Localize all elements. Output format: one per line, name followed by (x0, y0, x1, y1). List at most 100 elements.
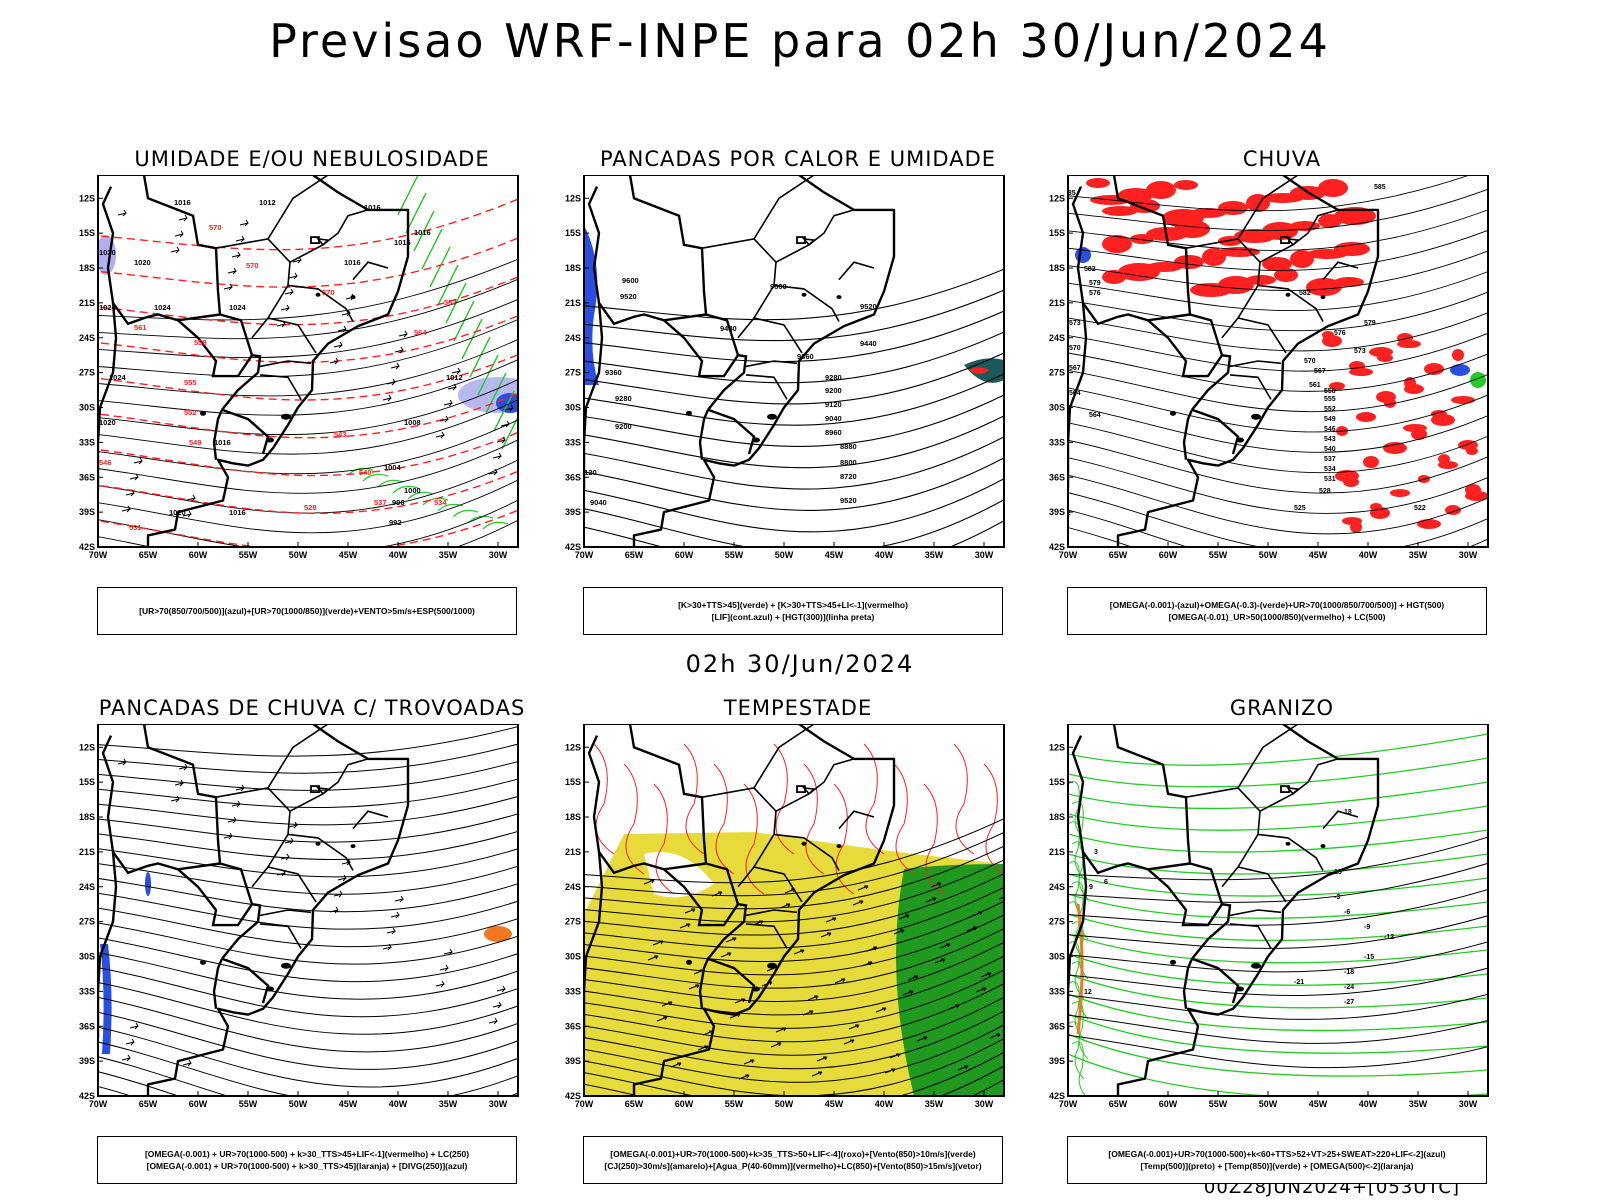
water-contour (833, 783, 855, 895)
wind-arrow (125, 1038, 135, 1046)
lat-tick-label: 39S (79, 507, 95, 517)
rain-area (1384, 398, 1396, 408)
lon-tick-label: 35W (925, 550, 944, 560)
water-contour (863, 743, 885, 855)
wind-arrow (398, 330, 408, 338)
contour-label: 1004 (384, 463, 402, 472)
water-contour (893, 763, 915, 875)
wind-arrow (174, 779, 184, 787)
country-border (698, 409, 710, 460)
wind-arrow (496, 436, 506, 444)
contour-label: 564 (414, 328, 427, 337)
federal-district (1280, 785, 1290, 793)
rain-area (1130, 234, 1154, 244)
lat-tick-label: 30S (79, 403, 95, 413)
isobar (98, 479, 518, 534)
water-contour (923, 783, 945, 895)
wind-arrow (117, 758, 127, 766)
wind-vector (916, 1036, 928, 1042)
map-granizo[interactable]: -3 -6 -9 -12 -15 -18 -21 -24 -27 3 6 9 12 15 18 12S 15S 1… (1044, 724, 1520, 1134)
contour-label: 567 (444, 298, 457, 307)
state-border (267, 866, 317, 903)
country-border (142, 175, 254, 356)
lat-tick-label: 36S (565, 1021, 581, 1031)
country-border (1076, 267, 1191, 326)
lagoon (752, 437, 760, 443)
lon-tick-label: 35W (439, 550, 458, 560)
rh-contour (421, 228, 443, 270)
wind-arrow (223, 832, 233, 840)
contour-label: 534 (1324, 466, 1336, 473)
wind-vector (825, 917, 837, 923)
wind-vector (770, 1042, 782, 1048)
country-border (1147, 319, 1223, 378)
panel-legend: [OMEGA(-0.001)+UR>70(1000-500)+k>35_TTS>… (583, 1136, 1003, 1184)
temp850-contour (1068, 757, 1488, 788)
lat-tick-label: 21S (565, 298, 581, 308)
rain-area (1356, 412, 1376, 422)
state-border (352, 810, 389, 830)
state-border (1185, 175, 1299, 249)
streamline (584, 996, 1004, 1056)
state-border (1322, 261, 1359, 281)
state-border (802, 786, 816, 795)
lat-tick-label: 33S (79, 437, 95, 447)
contour-label: 570 (322, 288, 335, 297)
rain-area (1350, 521, 1362, 533)
wind-vector (793, 949, 805, 955)
rh-contour (501, 415, 518, 450)
wind-arrow (439, 964, 449, 972)
map-pancadas-calor[interactable]: 9600 9520 9600 9520 9440 9360 9280 9200 9120 9040… (560, 175, 1036, 585)
page-title: Previsao WRF-INPE para 02h 30/Jun/2024 (269, 14, 1331, 68)
legend-line: [OMEGA(-0.001) + UR>70(1000-500) + k>30_… (146, 1161, 468, 1171)
lon-tick-label: 70W (89, 550, 108, 560)
panel-tempestade: TEMPESTADE 12S 15S 18S 21S 24S 27S 30S 33S 36S 39… (560, 696, 1036, 1186)
contour-label: 549 (1324, 416, 1336, 423)
contour-label: 531 (1324, 476, 1336, 483)
contour-label: 561 (1054, 460, 1066, 467)
wind-vector (980, 972, 992, 978)
country-border (101, 186, 115, 269)
streamline (1068, 370, 1488, 413)
contour-label: 9040 (590, 498, 607, 507)
state-border (1221, 787, 1261, 888)
map-layers: 5855825795765735705675645615585555525495… (1054, 175, 1488, 547)
rain-area (1438, 461, 1458, 469)
contour-label: 8720 (840, 472, 857, 481)
lagoon (281, 413, 291, 420)
contour-label: 1020 (99, 418, 116, 427)
federal-district (310, 236, 320, 244)
wind-arrow (182, 1059, 192, 1067)
wind-vector (857, 885, 869, 891)
lon-tick-label: 40W (389, 1099, 408, 1109)
lon-tick-label: 40W (875, 550, 894, 560)
panel-legend: [OMEGA(-0.001)+UR>70(1000-500)+k<60+TTS>… (1067, 1136, 1487, 1184)
state-border (1286, 237, 1300, 246)
wind-arrow (178, 763, 188, 771)
lat-tick-label: 24S (565, 333, 581, 343)
lat-tick-label: 21S (1049, 847, 1065, 857)
lagoon (1320, 844, 1326, 849)
rain-area (1404, 384, 1424, 394)
coastline (1116, 175, 1380, 547)
streamline (98, 778, 518, 809)
contour-label: 6 (1104, 879, 1108, 886)
contour-label: 9 (1089, 884, 1093, 891)
contour-label: 558 (194, 338, 207, 347)
wind-vector (930, 882, 942, 888)
lat-tick-label: 33S (79, 986, 95, 996)
map-chuva[interactable]: 5855825795765735705675645615585555525495… (1044, 175, 1520, 585)
contour-label: 8880 (840, 442, 857, 451)
panel-title: TEMPESTADE (723, 696, 873, 720)
page-subtitle: 02h 30/Jun/2024 (685, 650, 915, 678)
contour-label: 567 (1314, 368, 1326, 375)
state-border (1286, 786, 1300, 795)
state-border (802, 237, 816, 246)
panel-title: PANCADAS POR CALOR E UMIDADE (599, 147, 997, 171)
streamline (98, 760, 518, 791)
streamline (584, 886, 1004, 949)
map-umidade[interactable]: 1016 101210161016101610161020102410201024… (74, 175, 550, 585)
map-layers: 9600 9520 9600 9520 9440 9360 9280 9200 9120 9040… (584, 175, 1004, 547)
